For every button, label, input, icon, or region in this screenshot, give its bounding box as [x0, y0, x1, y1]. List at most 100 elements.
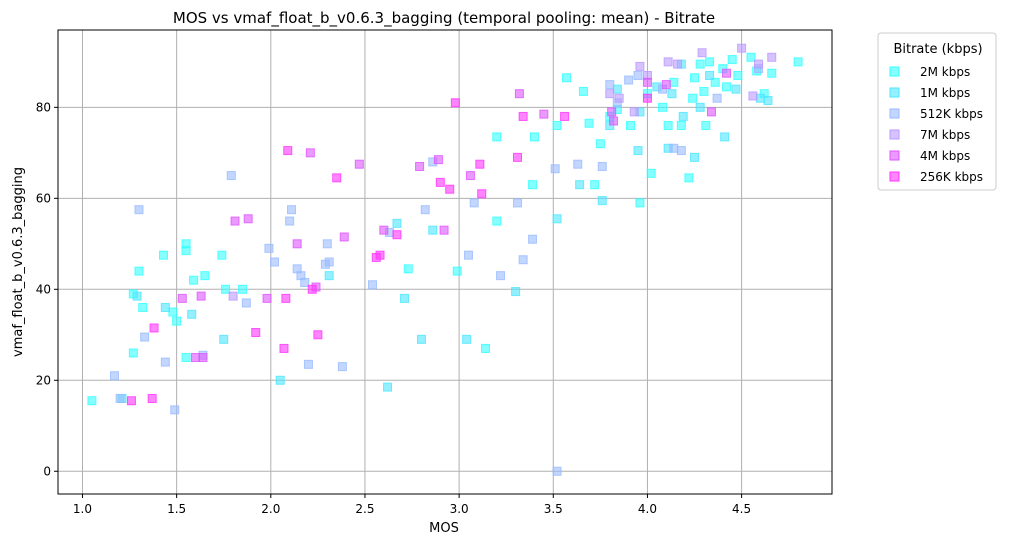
- data-point-series-0: [492, 216, 502, 226]
- x-tick-label: 4.5: [732, 502, 751, 516]
- legend-marker: [889, 129, 900, 140]
- data-point-series-4: [609, 116, 619, 126]
- legend-title: Bitrate (kbps): [893, 42, 982, 57]
- data-point-series-4: [642, 77, 652, 87]
- y-tick-label: 40: [36, 282, 51, 296]
- x-tick-label: 1.5: [167, 502, 186, 516]
- data-point-series-2: [420, 205, 430, 215]
- data-point-series-0: [138, 302, 148, 312]
- legend: Bitrate (kbps) 2M kbps 1M kbps 512K kbps 7M…: [877, 32, 997, 191]
- data-point-series-5: [332, 173, 342, 183]
- data-point-series-2: [712, 93, 722, 103]
- data-point-series-2: [300, 277, 310, 287]
- data-point-series-2: [469, 198, 479, 208]
- data-point-series-0: [676, 121, 686, 131]
- data-point-series-3: [629, 107, 639, 117]
- x-axis-label: MOS: [429, 521, 459, 536]
- data-point-series-4: [722, 68, 732, 78]
- data-point-series-5: [147, 393, 157, 403]
- data-point-series-5: [518, 111, 528, 121]
- y-axis-ticks: 0 20 40 60 80: [36, 100, 58, 478]
- data-point-series-1: [428, 225, 438, 235]
- data-point-series-0: [158, 250, 168, 260]
- data-point-series-4: [465, 171, 475, 181]
- x-tick-label: 3.5: [544, 502, 563, 516]
- legend-label: 2M kbps: [920, 65, 970, 79]
- data-point-series-3: [663, 57, 673, 67]
- data-point-series-3: [614, 93, 624, 103]
- data-point-series-1: [511, 287, 521, 297]
- data-point-series-2: [170, 405, 180, 415]
- plot-area-frame: [57, 29, 833, 495]
- data-point-series-0: [189, 275, 199, 285]
- data-point-series-5: [126, 396, 136, 406]
- data-point-series-1: [597, 196, 607, 206]
- data-point-series-0: [578, 86, 588, 96]
- data-point-series-5: [475, 159, 485, 169]
- data-point-series-1: [763, 96, 773, 106]
- data-point-series-0: [669, 77, 679, 87]
- chart-title: MOS vs vmaf_float_b_v0.6.3_bagging (temp…: [173, 9, 715, 28]
- x-tick-label: 2.5: [355, 502, 374, 516]
- data-point-series-5: [371, 252, 381, 262]
- data-point-series-4: [415, 161, 425, 171]
- data-point-series-2: [134, 205, 144, 215]
- data-point-series-1: [612, 84, 622, 94]
- data-point-series-2: [226, 171, 236, 181]
- data-point-series-2: [160, 357, 170, 367]
- data-point-series-5: [283, 146, 293, 156]
- data-point-series-1: [667, 89, 677, 99]
- data-point-series-5: [392, 230, 402, 240]
- data-point-series-4: [190, 353, 200, 363]
- data-point-series-2: [285, 216, 295, 226]
- data-point-series-0: [710, 77, 720, 87]
- data-point-series-0: [663, 121, 673, 131]
- legend-marker: [889, 108, 900, 119]
- data-point-series-1: [552, 214, 562, 224]
- data-point-series-0: [590, 180, 600, 190]
- legend-label: 256K kbps: [920, 170, 983, 184]
- data-point-series-0: [727, 55, 737, 65]
- data-point-series-0: [767, 68, 777, 78]
- data-point-series-2: [322, 239, 332, 249]
- data-point-series-0: [746, 52, 756, 62]
- legend-marker: [889, 150, 900, 161]
- data-point-series-2: [633, 70, 643, 80]
- data-point-series-2: [676, 146, 686, 156]
- data-point-series-2: [367, 280, 377, 290]
- data-point-series-0: [452, 266, 462, 276]
- data-point-series-5: [513, 152, 523, 162]
- data-point-series-4: [339, 232, 349, 242]
- data-point-series-0: [181, 246, 191, 256]
- data-point-series-5: [560, 111, 570, 121]
- y-tick-label: 20: [36, 373, 51, 387]
- data-point-series-0: [635, 198, 645, 208]
- data-point-series-2: [109, 371, 119, 381]
- data-point-series-2: [303, 359, 313, 369]
- data-point-series-3: [697, 48, 707, 58]
- data-point-series-1: [187, 309, 197, 319]
- legend-label: 512K kbps: [920, 107, 983, 121]
- data-point-series-1: [705, 70, 715, 80]
- data-point-series-4: [706, 107, 716, 117]
- data-point-series-2: [669, 143, 679, 153]
- legend-frame: [877, 32, 997, 191]
- data-point-series-2: [624, 75, 634, 85]
- data-point-series-1: [575, 180, 585, 190]
- data-point-series-2: [115, 393, 125, 403]
- data-point-series-5: [307, 284, 317, 294]
- legend-label: 4M kbps: [920, 149, 970, 163]
- data-point-series-1: [678, 111, 688, 121]
- data-point-series-2: [552, 466, 562, 476]
- data-point-series-0: [595, 139, 605, 149]
- data-point-series-1: [219, 334, 229, 344]
- data-point-series-1: [720, 132, 730, 142]
- y-axis-label: vmaf_float_b_v0.6.3_bagging: [11, 167, 26, 357]
- data-point-series-1: [462, 334, 472, 344]
- data-point-series-4: [539, 109, 549, 119]
- data-point-series-0: [238, 284, 248, 294]
- data-point-series-5: [313, 330, 323, 340]
- data-point-series-3: [228, 291, 238, 301]
- x-tick-label: 1.0: [73, 502, 92, 516]
- data-point-series-4: [514, 89, 524, 99]
